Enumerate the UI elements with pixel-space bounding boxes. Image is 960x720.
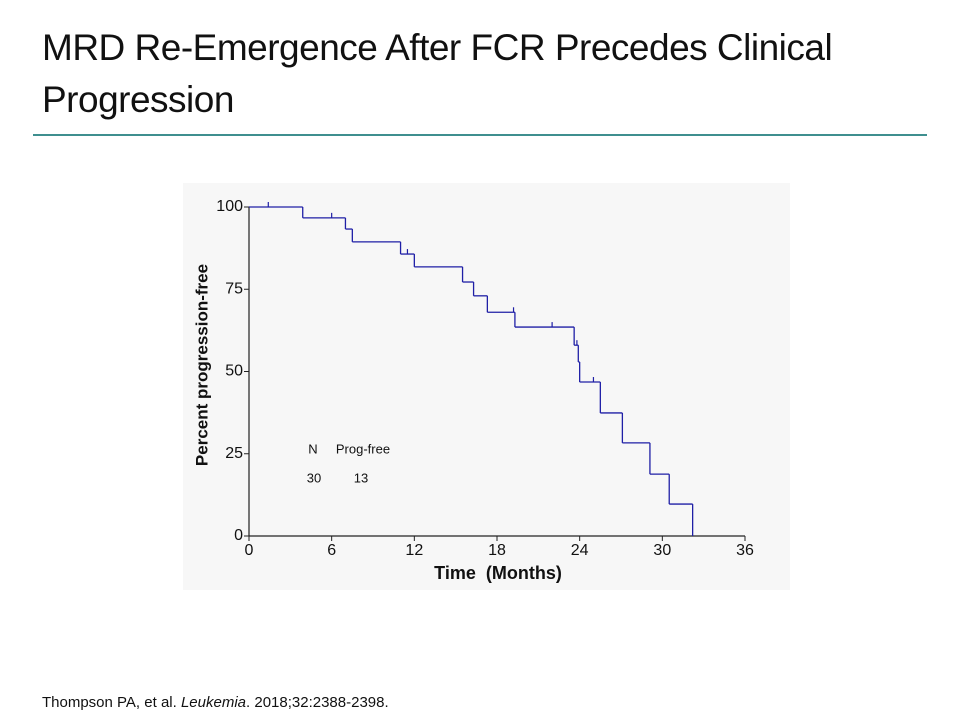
slide-title: MRD Re-Emergence After FCR Precedes Clin…	[42, 27, 833, 120]
x-tick-label: 6	[327, 542, 336, 559]
citation: Thompson PA, et al. Leukemia. 2018;32:23…	[42, 694, 389, 711]
chart-background	[183, 183, 790, 590]
annotation-header: N	[308, 441, 317, 456]
x-tick-label: 18	[488, 542, 506, 559]
divider	[33, 134, 927, 136]
citation-text: Thompson PA, et al.	[42, 694, 181, 711]
x-tick-label: 24	[571, 542, 589, 559]
y-tick-label: 25	[225, 445, 243, 462]
x-tick-label: 0	[245, 542, 254, 559]
y-tick-label: 75	[225, 280, 243, 297]
x-tick-label: 30	[653, 542, 671, 559]
x-tick-label: 36	[736, 542, 754, 559]
y-axis-label: Percent progression-free	[192, 264, 211, 466]
y-tick-label: 0	[234, 527, 243, 544]
y-tick-label: 50	[225, 363, 243, 380]
x-axis-label: Time (Months)	[434, 563, 562, 583]
x-tick-label: 12	[405, 542, 423, 559]
y-tick-label: 100	[216, 198, 243, 215]
annotation-value: 13	[354, 470, 368, 485]
annotation-header: Prog-free	[336, 441, 390, 456]
citation-journal: Leukemia	[180, 694, 247, 711]
annotation-value: 30	[307, 470, 321, 485]
citation-text: . 2018;32:2388-2398.	[246, 694, 389, 711]
